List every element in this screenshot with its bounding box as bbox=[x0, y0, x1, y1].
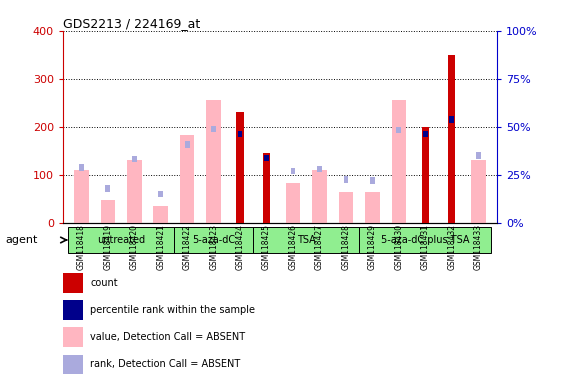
Bar bbox=[264, 155, 269, 161]
Bar bbox=[421, 127, 429, 223]
Bar bbox=[158, 190, 163, 197]
Text: untreated: untreated bbox=[97, 235, 145, 245]
Bar bbox=[63, 273, 83, 293]
Text: 5-aza-dC plus TSA: 5-aza-dC plus TSA bbox=[381, 235, 469, 245]
Bar bbox=[63, 300, 83, 320]
Text: agent: agent bbox=[6, 235, 38, 245]
Text: TSA: TSA bbox=[297, 235, 316, 245]
Bar bbox=[211, 126, 216, 132]
Text: count: count bbox=[90, 278, 118, 288]
Bar bbox=[74, 170, 89, 223]
Bar bbox=[476, 152, 481, 159]
Bar bbox=[154, 206, 168, 223]
Bar bbox=[63, 354, 83, 374]
Bar bbox=[423, 131, 428, 137]
Text: percentile rank within the sample: percentile rank within the sample bbox=[90, 305, 255, 315]
Bar bbox=[312, 170, 327, 223]
Bar bbox=[238, 131, 243, 137]
Bar bbox=[448, 55, 456, 223]
Bar bbox=[286, 183, 300, 223]
Bar bbox=[185, 141, 190, 148]
Bar bbox=[365, 192, 380, 223]
Bar bbox=[291, 167, 295, 174]
Text: value, Detection Call = ABSENT: value, Detection Call = ABSENT bbox=[90, 332, 246, 342]
Text: GDS2213 / 224169_at: GDS2213 / 224169_at bbox=[63, 17, 200, 30]
Bar bbox=[206, 100, 221, 223]
Bar bbox=[344, 176, 348, 183]
Bar bbox=[339, 192, 353, 223]
Bar bbox=[180, 135, 195, 223]
Text: 5-aza-dC: 5-aza-dC bbox=[192, 235, 235, 245]
Bar bbox=[370, 177, 375, 184]
Bar bbox=[449, 116, 454, 123]
Bar bbox=[63, 328, 83, 347]
Bar bbox=[263, 153, 270, 223]
Text: rank, Detection Call = ABSENT: rank, Detection Call = ABSENT bbox=[90, 359, 241, 369]
FancyBboxPatch shape bbox=[254, 227, 359, 253]
Bar bbox=[79, 164, 84, 171]
FancyBboxPatch shape bbox=[174, 227, 254, 253]
Bar bbox=[471, 161, 485, 223]
Bar bbox=[132, 156, 136, 162]
Bar bbox=[392, 100, 406, 223]
FancyBboxPatch shape bbox=[68, 227, 174, 253]
Bar bbox=[396, 127, 401, 134]
Bar bbox=[100, 200, 115, 223]
Bar bbox=[127, 161, 142, 223]
Bar bbox=[236, 113, 244, 223]
Bar bbox=[106, 185, 110, 192]
Bar bbox=[317, 166, 322, 172]
FancyBboxPatch shape bbox=[359, 227, 492, 253]
